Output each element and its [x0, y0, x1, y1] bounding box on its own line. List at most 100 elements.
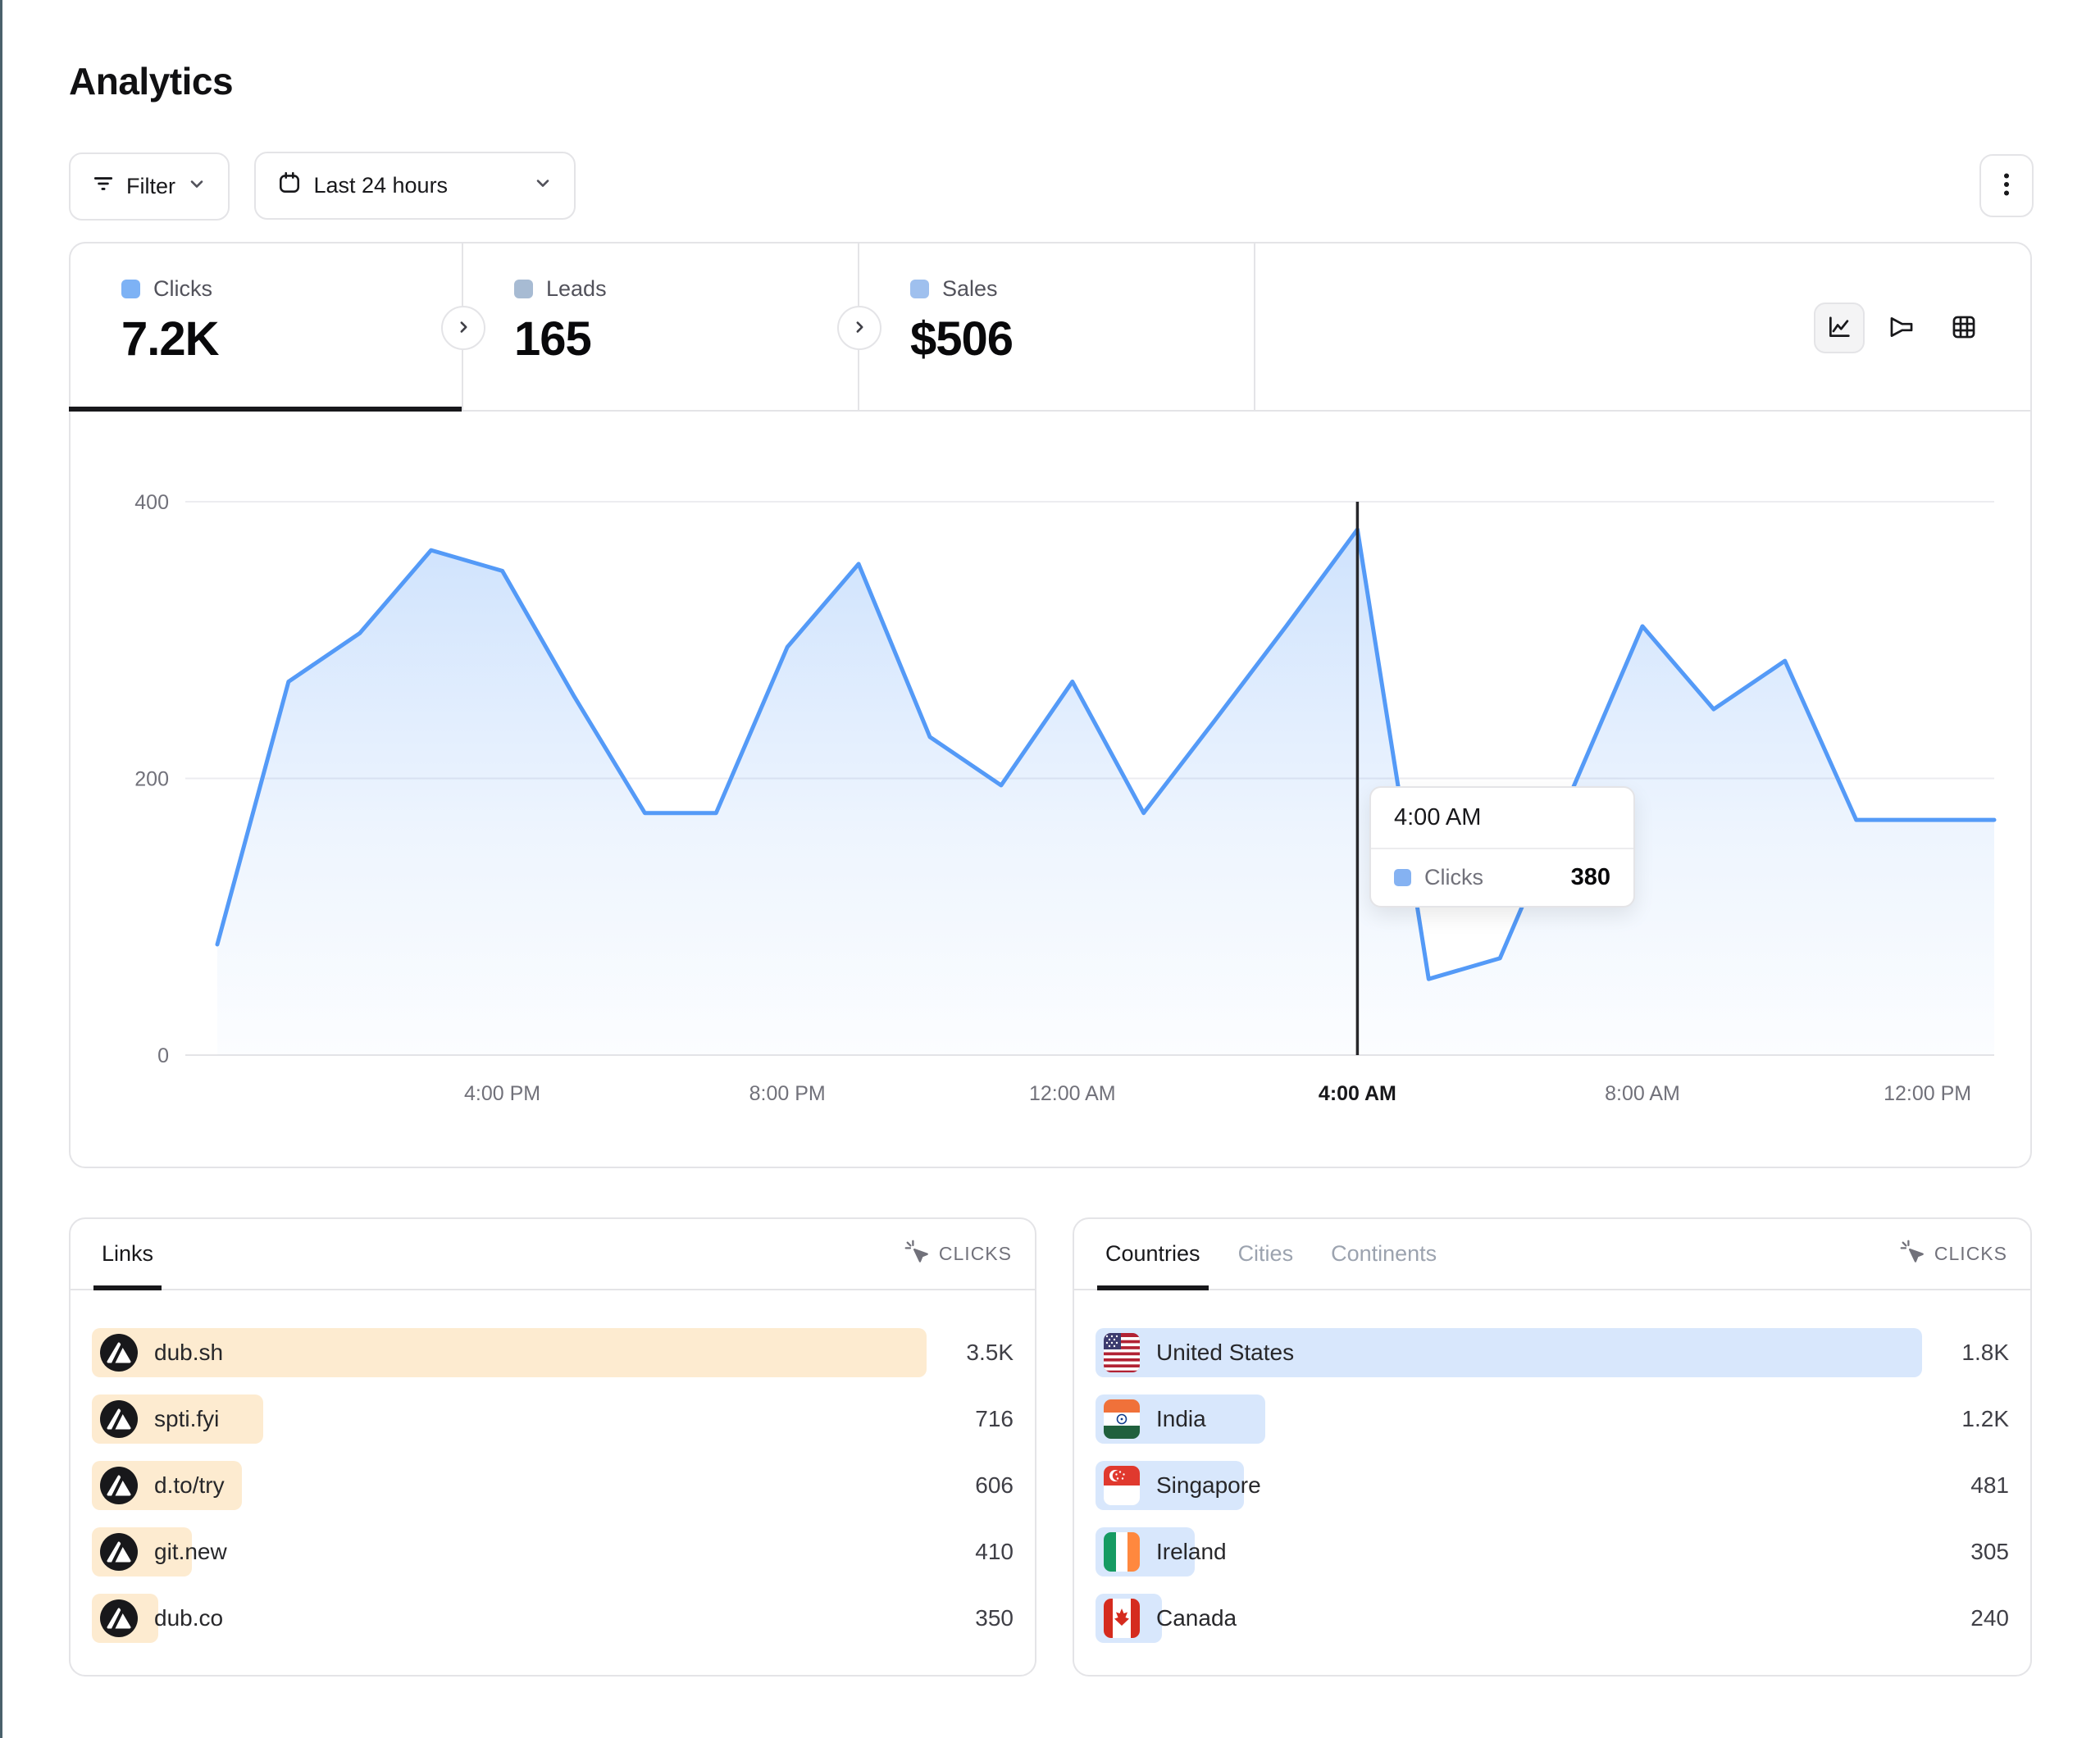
- link-row-spti-fyi[interactable]: spti.fyi 716: [92, 1394, 1014, 1444]
- tooltip-time: 4:00 AM: [1371, 788, 1633, 849]
- cursor-click-icon: [1900, 1240, 1925, 1269]
- link-row-dub-sh[interactable]: dub.sh 3.5K: [92, 1328, 1014, 1377]
- country-row-ireland[interactable]: Ireland 305: [1096, 1527, 2009, 1576]
- chevron-down-icon: [187, 174, 207, 199]
- country-label: India: [1156, 1406, 1206, 1431]
- link-label: dub.sh: [154, 1340, 224, 1365]
- tab-countries[interactable]: Countries: [1097, 1219, 1209, 1290]
- us-flag-icon: [1104, 1333, 1140, 1372]
- dub-logo-icon: [100, 1334, 138, 1372]
- tab-sales[interactable]: Sales $506: [859, 243, 1255, 410]
- svg-text:4:00 AM: 4:00 AM: [1319, 1082, 1396, 1105]
- svg-text:200: 200: [134, 768, 169, 791]
- more-options-button[interactable]: [1979, 154, 2034, 217]
- chevron-right-icon: [453, 316, 474, 340]
- canada-flag-icon: [1104, 1599, 1140, 1638]
- stat-label: Leads: [546, 276, 607, 301]
- tab-clicks[interactable]: Clicks 7.2K: [69, 243, 463, 412]
- country-label: Ireland: [1156, 1539, 1227, 1564]
- country-row-india[interactable]: India 1.2K: [1096, 1394, 2009, 1444]
- expand-clicks-chevron-button[interactable]: [441, 306, 485, 350]
- analytics-chart-card: Clicks 7.2K Leads 165 Sales $506: [69, 242, 2032, 1168]
- stat-label: Sales: [942, 276, 998, 301]
- country-row-singapore[interactable]: Singapore 481: [1096, 1461, 2009, 1510]
- funnel-chart-icon: [1888, 313, 1916, 344]
- link-clicks-value: 716: [975, 1406, 1014, 1431]
- tab-continents-label: Continents: [1331, 1241, 1437, 1266]
- tab-links[interactable]: Links: [93, 1219, 162, 1290]
- tab-cities-label: Cities: [1237, 1241, 1294, 1266]
- dub-logo-icon: [100, 1599, 138, 1637]
- link-bar: [92, 1328, 927, 1377]
- country-clicks-value: 481: [1970, 1472, 2009, 1498]
- dub-logo-icon: [100, 1400, 138, 1438]
- link-row-d-to-try[interactable]: d.to/try 606: [92, 1461, 1014, 1510]
- window-edge-strip: [0, 0, 2, 1738]
- svg-text:12:00 AM: 12:00 AM: [1029, 1082, 1116, 1105]
- kebab-menu-icon: [1995, 170, 2018, 202]
- date-range-label: Last 24 hours: [313, 173, 449, 198]
- chevron-right-icon: [849, 316, 870, 340]
- svg-text:8:00 PM: 8:00 PM: [749, 1082, 826, 1105]
- link-clicks-value: 350: [975, 1605, 1014, 1631]
- stat-label: Clicks: [153, 276, 212, 301]
- link-clicks-value: 410: [975, 1539, 1014, 1564]
- chart-canvas[interactable]: 0 200 400 4:00 PM 8:00 PM 12:00 AM 4:00 AM 8:00…: [71, 412, 2030, 1170]
- leads-stat-value: 165: [514, 312, 592, 366]
- ireland-flag-icon: [1104, 1532, 1140, 1572]
- country-clicks-value: 1.2K: [1961, 1406, 2009, 1431]
- filter-button[interactable]: Filter: [69, 152, 230, 221]
- funnel-view-button[interactable]: [1876, 303, 1927, 353]
- sales-stat-value: $506: [910, 312, 1014, 366]
- link-row-git-new[interactable]: git.new 410: [92, 1527, 1014, 1576]
- link-clicks-value: 3.5K: [966, 1340, 1014, 1365]
- country-row-united-states[interactable]: United States 1.8K: [1096, 1328, 2009, 1377]
- link-label: spti.fyi: [154, 1406, 220, 1431]
- chevron-down-icon: [533, 173, 553, 198]
- tab-countries-label: Countries: [1105, 1241, 1200, 1266]
- links-metric-toggle[interactable]: CLICKS: [904, 1240, 1012, 1269]
- tab-cities[interactable]: Cities: [1230, 1219, 1302, 1289]
- svg-text:0: 0: [157, 1044, 169, 1067]
- tab-continents[interactable]: Continents: [1323, 1219, 1445, 1289]
- tooltip-series-label: Clicks: [1424, 865, 1483, 889]
- stats-tabs-row: Clicks 7.2K Leads 165 Sales $506: [69, 243, 2030, 412]
- link-row-dub-co[interactable]: dub.co 350: [92, 1594, 1014, 1643]
- line-chart-icon: [1825, 313, 1853, 344]
- calendar-icon: [277, 171, 302, 201]
- chart-tooltip: 4:00 AM Clicks 380: [1369, 786, 1635, 908]
- leads-legend-square-icon: [514, 280, 533, 298]
- line-chart-view-button[interactable]: [1814, 303, 1865, 353]
- svg-text:8:00 AM: 8:00 AM: [1605, 1082, 1680, 1105]
- link-label: d.to/try: [154, 1472, 225, 1498]
- date-range-button[interactable]: Last 24 hours: [254, 152, 576, 220]
- svg-text:4:00 PM: 4:00 PM: [464, 1082, 540, 1105]
- links-metric-label: CLICKS: [938, 1243, 1012, 1264]
- country-clicks-value: 240: [1970, 1605, 2009, 1631]
- tooltip-value: 380: [1570, 864, 1610, 890]
- link-label: dub.co: [154, 1605, 224, 1631]
- chart-view-toggle: [1814, 303, 1989, 353]
- tab-leads[interactable]: Leads 165: [463, 243, 859, 410]
- country-label: United States: [1156, 1340, 1295, 1365]
- expand-leads-chevron-button[interactable]: [837, 306, 881, 350]
- filter-button-label: Filter: [126, 174, 175, 198]
- link-clicks-value: 606: [975, 1472, 1014, 1498]
- country-label: Singapore: [1156, 1472, 1261, 1498]
- countries-panel: Countries Cities Continents CLICKS U: [1073, 1217, 2032, 1677]
- cursor-click-icon: [904, 1240, 929, 1269]
- dub-logo-icon: [100, 1467, 138, 1504]
- svg-text:12:00 PM: 12:00 PM: [1884, 1082, 1971, 1105]
- link-label: git.new: [154, 1539, 227, 1564]
- page-title: Analytics: [69, 60, 234, 102]
- table-view-button[interactable]: [1938, 303, 1989, 353]
- country-clicks-value: 305: [1970, 1539, 2009, 1564]
- clicks-area-chart[interactable]: 0 200 400 4:00 PM 8:00 PM 12:00 AM 4:00 AM 8:00…: [71, 412, 2030, 1170]
- countries-metric-toggle[interactable]: CLICKS: [1900, 1240, 2007, 1269]
- links-panel: Links CLICKS dub.sh 3.5K: [69, 1217, 1036, 1677]
- country-row-canada[interactable]: Canada 240: [1096, 1594, 2009, 1643]
- grid-table-icon: [1950, 313, 1978, 344]
- india-flag-icon: [1104, 1399, 1140, 1439]
- country-label: Canada: [1156, 1605, 1237, 1631]
- tooltip-legend-square-icon: [1394, 869, 1411, 886]
